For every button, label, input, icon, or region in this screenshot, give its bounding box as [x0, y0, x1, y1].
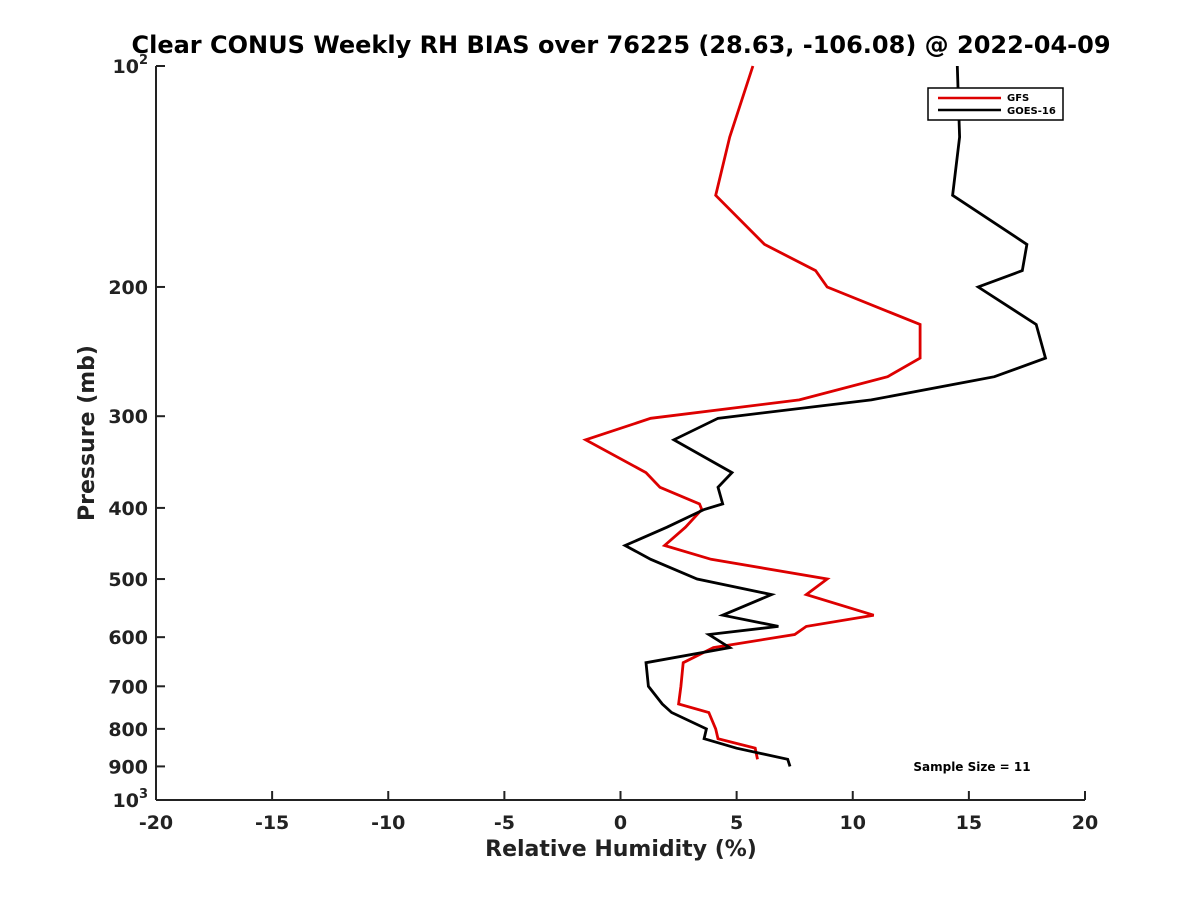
y-tick-label-base: 800	[108, 719, 148, 741]
legend-label-goes16: GOES-16	[1007, 106, 1056, 117]
y-tick-label: 800	[108, 719, 148, 741]
y-tick-label: 900	[108, 756, 148, 778]
y-tick-label-base: 10	[113, 790, 139, 812]
x-ticks: -20 -15 -10 -5 0 5 10 15 20	[139, 791, 1098, 834]
y-tick-label-base: 300	[108, 406, 148, 428]
series-line-gfs	[582, 65, 922, 760]
y-tick-label: 400	[108, 498, 148, 520]
y-tick-label: 102	[113, 53, 149, 78]
y-axis-label: Pressure (mb)	[75, 345, 100, 521]
y-tick-label-exponent: 2	[139, 53, 148, 68]
x-tick-label: 5	[730, 812, 743, 834]
x-tick-label: 20	[1072, 812, 1098, 834]
x-tick-label: 10	[840, 812, 866, 834]
y-tick-label-base: 400	[108, 498, 148, 520]
x-tick-label: -10	[371, 812, 405, 834]
x-tick-label: 0	[614, 812, 627, 834]
y-tick-label-base: 700	[108, 676, 148, 698]
y-tick-label-exponent: 3	[139, 787, 148, 802]
y-tick-label: 500	[108, 569, 148, 591]
sample-size-annotation: Sample Size = 11	[913, 760, 1030, 774]
x-tick-label: -20	[139, 812, 173, 834]
y-tick-label-base: 500	[108, 569, 148, 591]
x-tick-label: -15	[255, 812, 289, 834]
x-tick-label: -5	[494, 812, 515, 834]
legend: GFS GOES-16	[927, 87, 1064, 121]
y-tick-label-base: 200	[108, 277, 148, 299]
series-line-goes16	[621, 65, 1048, 767]
y-tick-label: 600	[108, 627, 148, 649]
y-tick-label: 300	[108, 406, 148, 428]
y-tick-label-base: 10	[113, 56, 139, 78]
y-tick-label: 700	[108, 676, 148, 698]
y-tick-label: 103	[113, 787, 149, 812]
x-axis-label: Relative Humidity (%)	[485, 837, 757, 862]
y-tick-label: 200	[108, 277, 148, 299]
y-tick-label-base: 600	[108, 627, 148, 649]
plot-axes	[155, 66, 1085, 801]
y-tick-label-base: 900	[108, 756, 148, 778]
chart-title: Clear CONUS Weekly RH BIAS over 76225 (2…	[131, 31, 1110, 59]
series-lines	[582, 65, 1048, 767]
legend-label-gfs: GFS	[1007, 93, 1029, 104]
legend-box	[927, 87, 1064, 121]
x-tick-label: 15	[956, 812, 982, 834]
